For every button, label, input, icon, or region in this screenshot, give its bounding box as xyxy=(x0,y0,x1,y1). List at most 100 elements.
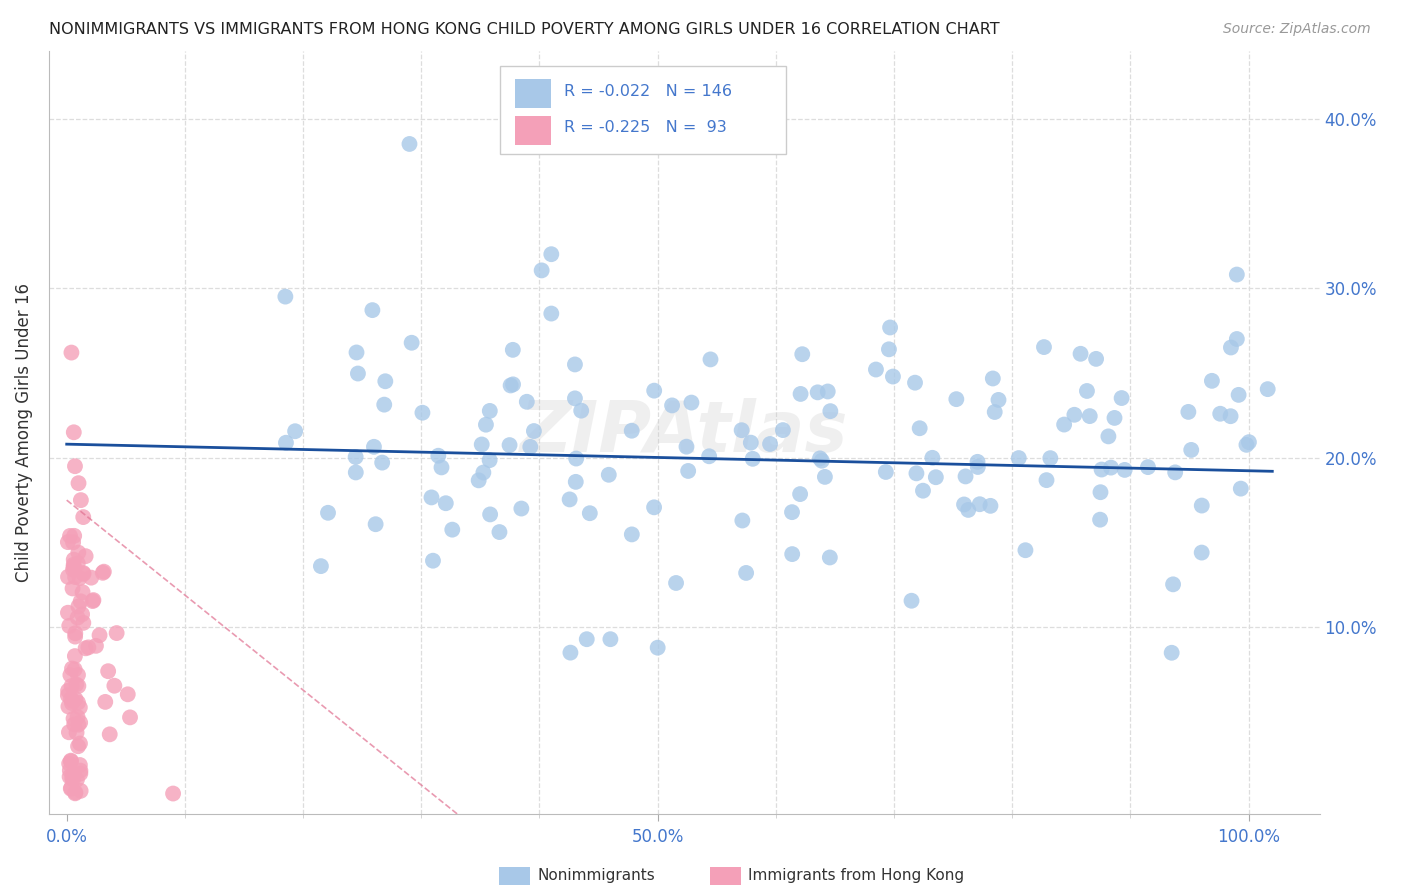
Point xyxy=(808,451,831,466)
Point xyxy=(65,785,87,799)
Point xyxy=(97,664,120,678)
Point xyxy=(56,535,79,549)
Point xyxy=(740,435,762,450)
Point xyxy=(925,470,948,484)
Point xyxy=(1177,405,1199,419)
Point xyxy=(479,508,502,522)
Point xyxy=(467,474,489,488)
Point xyxy=(69,594,91,608)
Point xyxy=(523,424,546,438)
Point xyxy=(620,424,643,438)
Point xyxy=(59,755,82,769)
Point xyxy=(94,695,117,709)
Point xyxy=(945,392,967,406)
Point xyxy=(488,524,510,539)
Point xyxy=(1099,460,1122,475)
Point xyxy=(471,437,494,451)
Point xyxy=(63,459,86,474)
Point xyxy=(75,641,97,656)
Point xyxy=(1035,473,1057,487)
Point xyxy=(1070,347,1092,361)
Point xyxy=(817,384,839,399)
Point xyxy=(62,772,84,787)
Point xyxy=(58,619,80,633)
Point xyxy=(1219,409,1241,424)
Point xyxy=(80,571,103,585)
Point xyxy=(759,437,782,451)
Point xyxy=(905,467,928,481)
Point xyxy=(1039,451,1062,466)
Point xyxy=(575,632,598,647)
Point xyxy=(647,640,669,655)
Point xyxy=(807,385,830,400)
Point xyxy=(1008,451,1031,466)
Point xyxy=(98,727,121,741)
Point xyxy=(643,384,665,398)
Point xyxy=(117,687,139,701)
Point xyxy=(498,438,520,452)
Y-axis label: Child Poverty Among Girls Under 16: Child Poverty Among Girls Under 16 xyxy=(15,283,32,582)
Text: Nonimmigrants: Nonimmigrants xyxy=(537,869,655,883)
Point xyxy=(1191,499,1213,513)
Point xyxy=(1078,409,1101,423)
FancyBboxPatch shape xyxy=(501,66,786,153)
Point xyxy=(472,466,495,480)
Text: R = -0.225   N =  93: R = -0.225 N = 93 xyxy=(564,120,727,136)
Point xyxy=(540,307,562,321)
Point xyxy=(58,699,80,714)
Point xyxy=(62,559,84,574)
Point xyxy=(908,421,931,435)
Point xyxy=(59,668,82,682)
Point xyxy=(59,764,82,778)
Point xyxy=(434,496,457,510)
Point xyxy=(401,335,423,350)
Point xyxy=(67,739,90,754)
Point xyxy=(59,781,82,796)
Point xyxy=(344,466,367,480)
Point xyxy=(69,571,91,585)
Point xyxy=(665,576,688,591)
Point xyxy=(516,394,538,409)
Point xyxy=(67,679,90,693)
Point xyxy=(105,626,128,640)
Point xyxy=(560,646,582,660)
Point xyxy=(69,764,91,778)
Point xyxy=(62,535,84,549)
Point xyxy=(699,352,721,367)
Point xyxy=(921,450,943,465)
Point xyxy=(1219,341,1241,355)
Point xyxy=(789,387,811,401)
Point xyxy=(62,558,84,572)
Point xyxy=(731,514,754,528)
Point xyxy=(478,453,501,467)
Point xyxy=(1097,429,1119,443)
Point xyxy=(363,440,385,454)
Point xyxy=(957,503,980,517)
Point xyxy=(63,570,86,584)
Point xyxy=(58,725,80,739)
Point xyxy=(63,649,86,664)
Point xyxy=(411,406,433,420)
Point xyxy=(820,404,842,418)
Point xyxy=(284,424,307,438)
Point xyxy=(676,464,699,478)
Point xyxy=(66,772,89,787)
Point xyxy=(879,320,901,334)
Point xyxy=(56,689,79,703)
Point xyxy=(93,565,115,579)
Point xyxy=(118,710,141,724)
Point xyxy=(82,593,104,607)
Point xyxy=(1230,482,1253,496)
Text: Source: ZipAtlas.com: Source: ZipAtlas.com xyxy=(1223,22,1371,37)
Point xyxy=(875,465,897,479)
Point xyxy=(63,786,86,800)
Point xyxy=(1090,462,1112,476)
Point xyxy=(811,453,834,467)
Point xyxy=(1180,442,1202,457)
Point xyxy=(565,475,588,489)
Text: R = -0.022   N = 146: R = -0.022 N = 146 xyxy=(564,84,731,99)
Point xyxy=(66,668,89,682)
Point xyxy=(1014,543,1036,558)
Point xyxy=(1226,332,1249,346)
Point xyxy=(1076,384,1098,398)
